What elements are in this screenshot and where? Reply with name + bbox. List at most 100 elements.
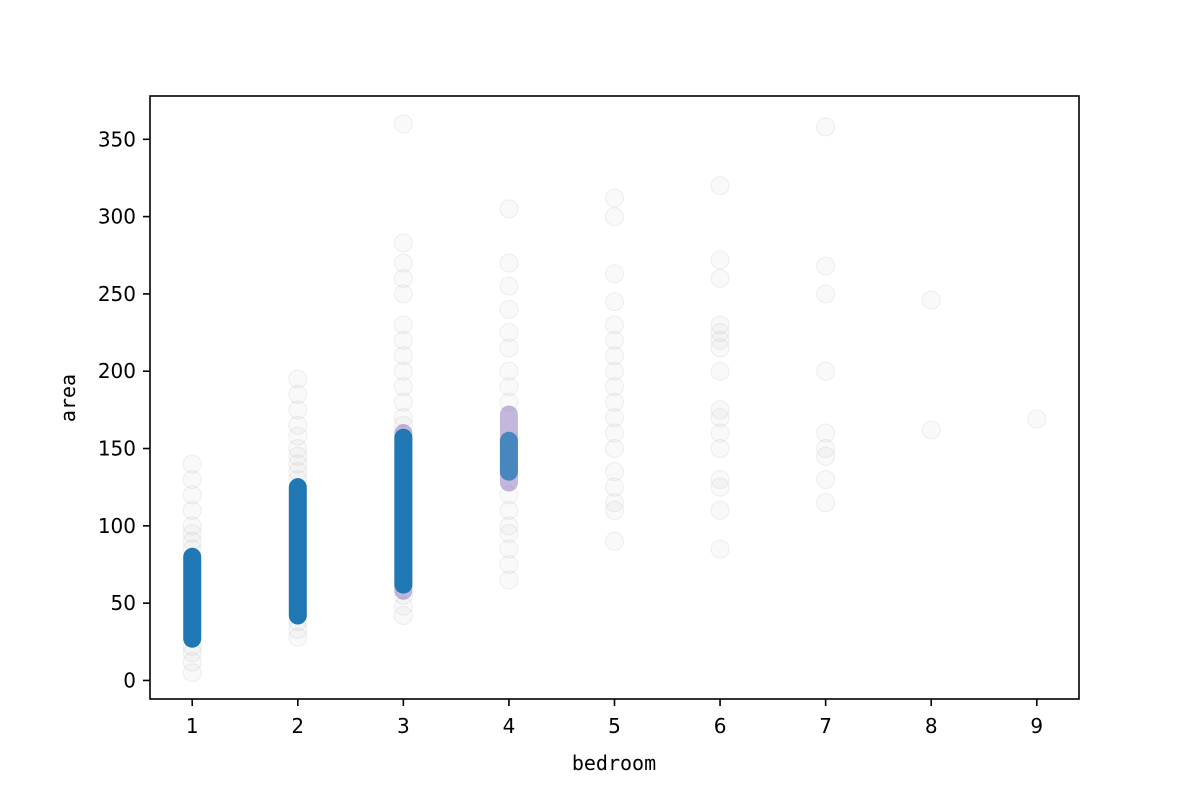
scatter-point bbox=[499, 253, 519, 273]
scatter-point bbox=[288, 400, 308, 420]
y-tick-label: 0 bbox=[123, 668, 136, 692]
scatter-point bbox=[710, 439, 730, 459]
scatter-point bbox=[499, 361, 519, 381]
scatter-point bbox=[499, 516, 519, 536]
y-axis-title: area bbox=[56, 374, 80, 422]
points-layer bbox=[182, 114, 1047, 683]
scatter-point bbox=[816, 117, 836, 137]
scatter-point bbox=[182, 469, 202, 489]
x-tick-label: 6 bbox=[714, 714, 727, 738]
x-axis: 1 2 3 4 5 6 7 8 9 bbox=[186, 699, 1043, 738]
scatter-point bbox=[605, 423, 624, 443]
scatter-point bbox=[605, 188, 624, 208]
y-tick-label: 300 bbox=[98, 205, 136, 229]
scatter-point bbox=[605, 500, 624, 520]
scatter-point bbox=[710, 323, 730, 343]
scatter-point bbox=[710, 423, 730, 443]
scatter-point bbox=[605, 462, 624, 482]
scatter-point bbox=[182, 652, 202, 672]
scatter-point bbox=[499, 199, 519, 219]
x-tick-label: 7 bbox=[819, 714, 832, 738]
dense-point-band bbox=[183, 547, 202, 648]
scatter-point bbox=[393, 361, 413, 381]
scatter-point bbox=[816, 446, 836, 466]
y-tick-label: 250 bbox=[98, 282, 136, 306]
scatter-point bbox=[288, 454, 308, 474]
scatter-point bbox=[710, 338, 730, 358]
scatter-point bbox=[499, 377, 519, 397]
scatter-point bbox=[605, 392, 624, 412]
y-tick-label: 150 bbox=[98, 437, 136, 461]
scatter-point bbox=[605, 377, 624, 397]
scatter-point bbox=[605, 477, 624, 497]
scatter-point bbox=[605, 493, 624, 513]
scatter-point bbox=[605, 346, 624, 366]
y-tick-label: 100 bbox=[98, 514, 136, 538]
scatter-point bbox=[605, 408, 624, 428]
scatter-point bbox=[182, 500, 202, 520]
scatter-point bbox=[499, 554, 519, 574]
x-tick-label: 1 bbox=[186, 714, 199, 738]
scatter-point bbox=[710, 250, 730, 270]
scatter-point bbox=[816, 469, 836, 489]
scatter-point bbox=[605, 439, 624, 459]
scatter-point bbox=[499, 323, 519, 343]
scatter-point bbox=[499, 524, 519, 544]
x-tick-label: 4 bbox=[503, 714, 516, 738]
x-tick-label: 9 bbox=[1030, 714, 1043, 738]
scatter-point bbox=[499, 539, 519, 559]
scatter-point bbox=[393, 346, 413, 366]
scatter-point bbox=[710, 500, 730, 520]
scatter-point bbox=[816, 423, 836, 443]
scatter-point bbox=[921, 420, 941, 440]
x-axis-title: bedroom bbox=[572, 751, 656, 775]
scatter-point bbox=[816, 361, 836, 381]
scatter-point bbox=[182, 454, 202, 474]
scatter-point bbox=[605, 264, 624, 284]
scatter-point bbox=[605, 207, 624, 227]
scatter-point bbox=[288, 426, 308, 446]
scatter-point bbox=[182, 663, 202, 683]
scatter-point bbox=[499, 276, 519, 296]
scatter-point bbox=[393, 606, 413, 626]
scatter-point bbox=[182, 485, 202, 505]
x-tick-label: 8 bbox=[925, 714, 938, 738]
scatter-point bbox=[605, 315, 624, 335]
x-tick-label: 2 bbox=[291, 714, 304, 738]
x-tick-label: 3 bbox=[397, 714, 410, 738]
scatter-point bbox=[393, 268, 413, 288]
scatter-point bbox=[288, 439, 308, 459]
scatter-point bbox=[921, 290, 941, 310]
scatter-point bbox=[393, 315, 413, 335]
scatter-point bbox=[393, 392, 413, 412]
scatter-point bbox=[710, 268, 730, 288]
scatter-point bbox=[816, 256, 836, 276]
scatter-point bbox=[393, 377, 413, 397]
scatter-point bbox=[393, 408, 413, 428]
scatter-point bbox=[816, 439, 836, 459]
dense-point-band bbox=[499, 431, 518, 481]
scatter-point bbox=[605, 292, 624, 312]
scatter-point bbox=[1027, 409, 1047, 429]
scatter-point bbox=[605, 531, 624, 551]
scatter-point bbox=[710, 315, 730, 335]
scatter-point bbox=[393, 284, 413, 304]
scatter-point bbox=[710, 330, 730, 350]
y-axis: 0 50 100 150 200 250 300 350 bbox=[98, 127, 150, 692]
scatter-point bbox=[816, 493, 836, 513]
dense-point-band bbox=[394, 428, 413, 594]
scatter-point bbox=[182, 516, 202, 536]
scatter-point bbox=[710, 361, 730, 381]
scatter-point bbox=[710, 176, 730, 196]
scatter-point bbox=[288, 446, 308, 466]
y-tick-label: 200 bbox=[98, 359, 136, 383]
dense-point-band bbox=[288, 478, 307, 625]
scatter-point bbox=[499, 299, 519, 319]
scatter-point bbox=[393, 253, 413, 273]
scatter-point bbox=[393, 114, 413, 134]
scatter-point bbox=[499, 570, 519, 590]
scatter-point bbox=[288, 384, 308, 404]
scatter-point bbox=[710, 400, 730, 420]
scatter-point bbox=[710, 477, 730, 497]
